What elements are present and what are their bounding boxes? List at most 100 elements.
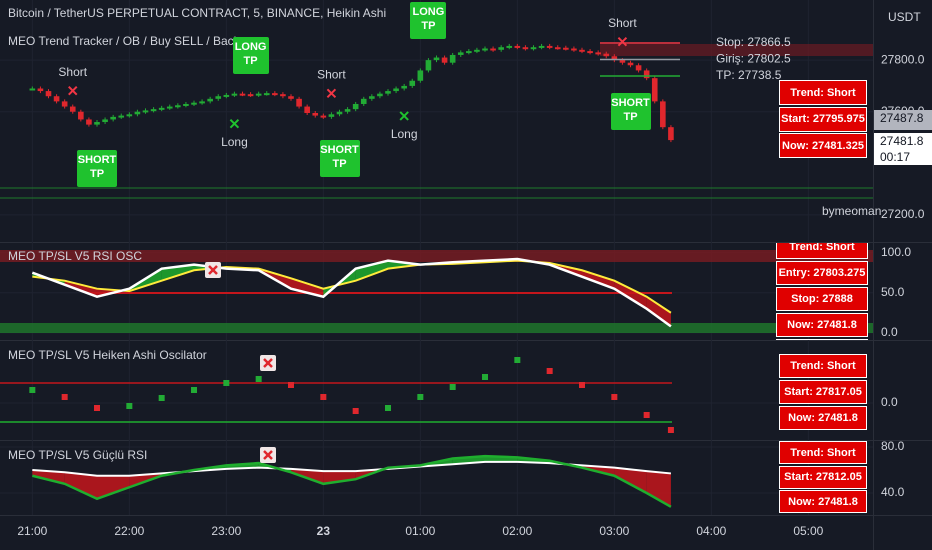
- y-tick-label: 40.0: [881, 485, 905, 499]
- candle: [490, 48, 496, 51]
- candle: [482, 48, 488, 51]
- osc-point: [320, 394, 327, 400]
- x-tick-label: 21:00: [17, 524, 47, 538]
- candle: [158, 107, 165, 110]
- candle: [449, 54, 456, 63]
- osc-point: [288, 382, 294, 388]
- candle: [514, 45, 521, 48]
- candle: [619, 60, 626, 63]
- fill-area: [582, 270, 615, 289]
- candle: [441, 57, 448, 63]
- y-tick-label: 0.0: [881, 325, 898, 339]
- candle: [668, 127, 674, 141]
- candle: [627, 62, 634, 66]
- candle: [288, 96, 294, 99]
- candle: [385, 91, 391, 94]
- candle: [191, 102, 197, 105]
- y-tick-label: 100.0: [881, 245, 911, 259]
- short-label: Short: [608, 16, 637, 30]
- candle: [369, 96, 375, 99]
- candle: [45, 91, 52, 97]
- price-tag: 27481.8: [874, 133, 932, 149]
- x-tick-label: 23:00: [211, 524, 241, 538]
- x-tick-label: 01:00: [405, 524, 435, 538]
- candle: [417, 70, 424, 81]
- oversold-zone: [0, 323, 873, 333]
- candle: [595, 52, 601, 55]
- osc-point: [579, 382, 585, 388]
- signal-cross: [68, 86, 78, 96]
- x-tick-label: 04:00: [696, 524, 726, 538]
- candle: [69, 106, 76, 112]
- level-label: TP: 27738.5: [716, 68, 782, 82]
- fill-area: [614, 467, 647, 494]
- info-cell: Now: 27481.325: [779, 133, 867, 158]
- candle: [571, 48, 577, 51]
- info-cell: Stop: 27888: [776, 287, 868, 311]
- candle: [231, 93, 238, 96]
- candle: [579, 49, 585, 52]
- candle: [142, 110, 149, 113]
- close-icon: [208, 265, 218, 275]
- candle: [611, 56, 618, 61]
- price-tag: 27487.8: [874, 110, 932, 130]
- signal-cross: [399, 111, 409, 121]
- y-tick-label: 50.0: [881, 285, 905, 299]
- osc-point: [126, 403, 133, 409]
- osc-point: [643, 412, 650, 418]
- candle: [150, 109, 157, 112]
- y-tick-label: 0.0: [881, 395, 898, 409]
- series-line: [32, 454, 672, 508]
- candle: [506, 45, 513, 48]
- osc-point: [417, 394, 424, 400]
- candle: [272, 93, 278, 96]
- candle: [457, 52, 464, 55]
- info-cell: Start: 27812.05: [779, 465, 867, 489]
- signal-cross: [229, 118, 240, 129]
- pane-title: MEO TP/SL V5 Heiken Ashi Oscilator: [8, 348, 207, 362]
- info-cell: Trend: Short: [779, 354, 867, 378]
- candle: [102, 119, 108, 123]
- candle: [118, 115, 125, 118]
- long-label: Long: [391, 127, 418, 141]
- pane-title: MEO TP/SL V5 Güçlü RSI: [8, 448, 147, 462]
- candle: [425, 60, 432, 71]
- info-panel: Trend: Short Entry: 27803.275 Stop: 27888 N…: [774, 243, 872, 340]
- candle: [530, 47, 537, 50]
- y-tick-label: 27800.0: [881, 52, 925, 66]
- info-cell: RSI: 6.35: [776, 339, 868, 340]
- candle: [37, 88, 44, 92]
- candle: [587, 51, 593, 54]
- osc-point: [191, 387, 197, 393]
- candle: [126, 114, 133, 117]
- info-cell: Now: 27481.8: [776, 313, 868, 337]
- fill-area: [32, 469, 65, 484]
- candle: [603, 53, 610, 57]
- info-cell: Now: 27481.8: [779, 406, 867, 430]
- long-tp-label: LONG TP: [232, 36, 269, 74]
- candle: [360, 98, 367, 104]
- series-line: [32, 259, 672, 314]
- fill-area: [291, 278, 324, 297]
- osc-point: [667, 427, 674, 433]
- osc-point: [223, 380, 230, 386]
- candle: [296, 98, 302, 107]
- candle: [352, 103, 359, 110]
- candle: [563, 47, 569, 50]
- overbought-zone: [0, 250, 873, 262]
- candle: [183, 103, 189, 106]
- fill-area: [64, 472, 97, 499]
- chart-title: Bitcoin / TetherUS PERPETUAL CONTRACT, 5…: [8, 6, 386, 20]
- candle: [215, 96, 222, 99]
- osc-point: [352, 408, 359, 414]
- pane-title: MEO TP/SL V5 RSI OSC: [8, 249, 142, 263]
- osc-point: [482, 374, 488, 380]
- x-tick-label: 22:00: [114, 524, 144, 538]
- short-label: Short: [317, 67, 346, 81]
- indicator-title: MEO Trend Tracker / OB / Buy SELL / Back…: [8, 34, 260, 48]
- info-cell: Now: 27481.8: [779, 490, 867, 513]
- candle: [651, 78, 658, 102]
- info-cell: Trend: Short: [776, 243, 868, 259]
- candle: [498, 47, 504, 50]
- candle: [320, 115, 327, 118]
